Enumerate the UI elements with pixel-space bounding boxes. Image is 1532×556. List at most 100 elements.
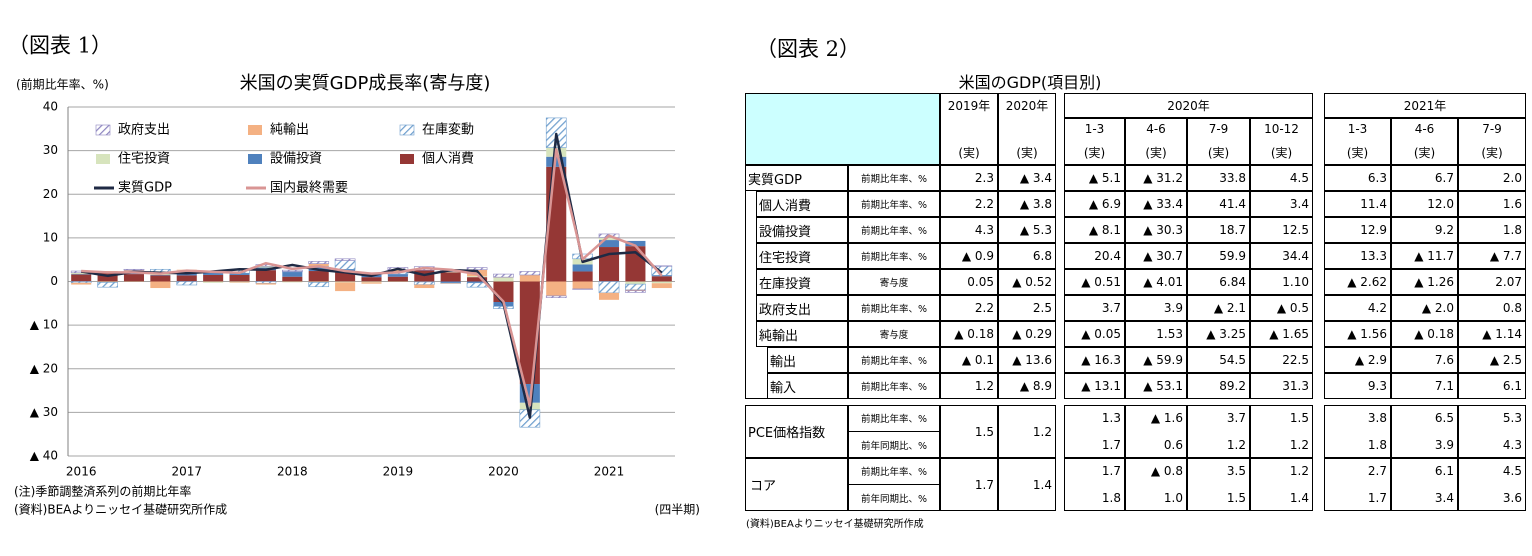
table-value: 1.3 xyxy=(1101,411,1121,426)
table-value: 18.7 xyxy=(1219,223,1246,237)
table-value: ▲ 1.65 xyxy=(1269,327,1309,341)
row-label: 個人消費 xyxy=(759,198,812,214)
column-basis: (実) xyxy=(1270,146,1293,160)
table-value: 1.0 xyxy=(1163,490,1183,505)
table-cell xyxy=(1391,191,1458,217)
table-value: ▲ 2.1 xyxy=(1213,301,1246,315)
table-cell xyxy=(1064,458,1125,511)
table-value: 7.6 xyxy=(1434,353,1454,367)
table-value: 1.7 xyxy=(974,477,994,492)
table-cell xyxy=(998,269,1056,295)
table-cell xyxy=(848,217,940,243)
table-value: 3.5 xyxy=(1226,464,1246,479)
table-cell xyxy=(998,373,1056,399)
chart: （図表 1） 米国の実質GDP成長率(寄与度) (前期比年率、%) (注)季節調… xyxy=(8,34,700,517)
table-cell xyxy=(1064,93,1313,118)
bar-segment xyxy=(598,240,620,248)
table-cell xyxy=(1458,321,1526,347)
table-value: 4.2 xyxy=(1367,301,1387,315)
bar-segment xyxy=(467,276,488,278)
bar-segment xyxy=(545,117,567,148)
bar-segment xyxy=(308,263,329,267)
table-cell xyxy=(1324,347,1391,373)
bar-segment xyxy=(651,276,672,282)
table-cell xyxy=(1458,458,1526,511)
table-value: ▲ 6.9 xyxy=(1088,197,1121,211)
table-cell xyxy=(998,458,1056,511)
table-value: 1.5 xyxy=(974,424,994,439)
x-tick-label: 2020 xyxy=(488,465,519,479)
table-cell xyxy=(998,93,1056,165)
table-cell xyxy=(1391,458,1458,511)
table-value: 13.3 xyxy=(1360,249,1387,263)
table-value: 1.4 xyxy=(1032,477,1052,492)
table-cell xyxy=(940,458,998,511)
table-value: 1.8 xyxy=(1367,437,1387,452)
table-cell xyxy=(848,295,940,321)
bar-segment xyxy=(97,282,118,288)
table-cell xyxy=(1064,191,1125,217)
x-tick-label: 2021 xyxy=(594,465,625,479)
bar-segment xyxy=(255,266,276,268)
chart-title: 米国の実質GDP成長率(寄与度) xyxy=(240,73,491,94)
row-unit: 前期比年率、% xyxy=(860,414,928,426)
table-cell xyxy=(1324,118,1391,165)
table-value: ▲ 5.1 xyxy=(1088,171,1121,185)
table-cell xyxy=(1458,295,1526,321)
series-line xyxy=(81,148,663,407)
column-basis: (実) xyxy=(1016,146,1038,160)
row-unit: 前期比年率、% xyxy=(860,174,928,185)
row-unit: 前期比年率、% xyxy=(860,467,928,479)
bar-segment xyxy=(545,295,567,298)
table-value: ▲ 0.18 xyxy=(1414,327,1454,341)
column-basis: (実) xyxy=(1413,146,1436,160)
table-value: 7.1 xyxy=(1434,379,1454,393)
legend-label: 設備投資 xyxy=(270,151,322,167)
row-unit: 前期比年率、% xyxy=(860,226,928,237)
table-value: ▲ 4.01 xyxy=(1143,275,1183,289)
table-value: 0.8 xyxy=(1502,301,1522,315)
legend-label: 政府支出 xyxy=(118,123,170,138)
table-cell xyxy=(756,295,848,321)
table-value: 20.4 xyxy=(1094,249,1121,263)
table-cell xyxy=(1125,458,1187,511)
y-tick-label: ▲ 10 xyxy=(30,318,58,332)
table-value: 1.7 xyxy=(1101,437,1121,452)
table-value: ▲ 2.0 xyxy=(1421,301,1454,315)
table-cell xyxy=(940,373,998,399)
table-cell xyxy=(1125,217,1187,243)
table-cell xyxy=(1458,191,1526,217)
table-cell xyxy=(1125,118,1187,165)
table-value: 1.53 xyxy=(1156,327,1183,341)
bar-segment xyxy=(493,273,514,278)
table-cell xyxy=(767,347,848,373)
table-value: 1.2 xyxy=(1289,464,1309,479)
bar-segment xyxy=(282,281,303,283)
table-value: 3.4 xyxy=(1289,197,1309,211)
table-cell xyxy=(756,217,848,243)
bar-segment xyxy=(519,271,541,276)
column-basis: (実) xyxy=(1346,146,1369,160)
table-value: ▲ 0.9 xyxy=(961,249,994,263)
table-value: 1.2 xyxy=(1226,437,1246,452)
table-cell xyxy=(1187,217,1250,243)
table-cell xyxy=(1125,191,1187,217)
table-cell xyxy=(1250,217,1313,243)
table-value: ▲ 3.8 xyxy=(1019,197,1052,211)
table-cell xyxy=(1391,295,1458,321)
table-source: (資料)BEAよりニッセイ基礎研究所作成 xyxy=(746,518,924,530)
table-value: 2.2 xyxy=(974,197,994,211)
chart-source: (資料)BEAよりニッセイ基礎研究所作成 xyxy=(14,503,227,517)
bar-segment xyxy=(466,267,488,271)
y-tick-label: 40 xyxy=(43,100,58,114)
bar-segment xyxy=(546,156,567,167)
bar-segment xyxy=(150,275,171,282)
table-cell xyxy=(1458,269,1526,295)
figure-label: （図表 2） xyxy=(756,37,861,61)
table-value: ▲ 0.29 xyxy=(1012,327,1052,341)
x-tick-label: 2016 xyxy=(66,465,97,479)
table-value: 3.8 xyxy=(1367,411,1387,426)
table-value: 1.7 xyxy=(1101,464,1121,479)
bar-segment xyxy=(334,258,356,261)
table-value: 12.0 xyxy=(1427,197,1454,211)
